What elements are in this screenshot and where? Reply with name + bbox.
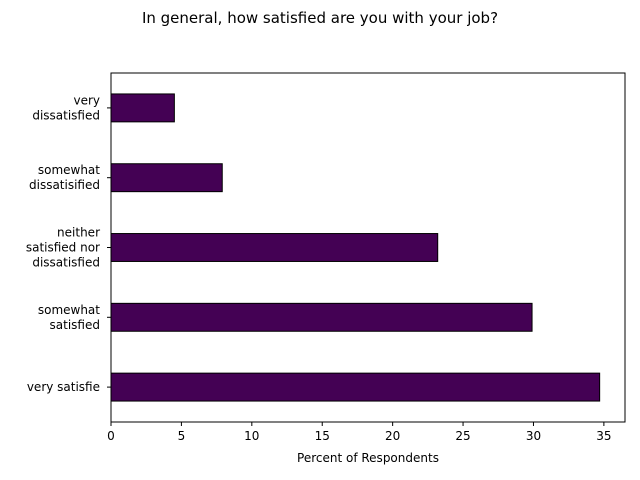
bars-group [110,93,601,402]
bar [110,93,175,123]
x-axis: 0 5 10 15 20 25 30 35 [107,422,612,443]
y-tick-label: very dissatisfied [32,93,100,122]
bar [110,372,601,402]
x-tick-label: 5 [178,429,186,443]
y-tick-label: very satisfie [27,380,100,394]
x-tick-label: 15 [315,429,330,443]
chart-title: In general, how satisfied are you with y… [142,9,498,27]
plot-frame [110,72,626,423]
bar [110,233,439,262]
x-tick-label: 20 [385,429,400,443]
y-axis: very dissatisfied somewhat dissatisified nei… [26,93,111,394]
y-tick-label: somewhat satisfied [38,303,100,332]
x-axis-label: Percent of Respondents [297,451,439,465]
x-tick-label: 0 [107,429,115,443]
x-tick-label: 30 [526,429,541,443]
x-tick-label: 35 [596,429,611,443]
x-tick-label: 25 [455,429,470,443]
y-tick-label: somewhat dissatisified [29,163,100,192]
y-tick-label: neither satisfied nor dissatisfied [26,226,100,270]
bar [110,302,533,332]
x-tick-label: 10 [244,429,259,443]
bar [110,163,223,193]
